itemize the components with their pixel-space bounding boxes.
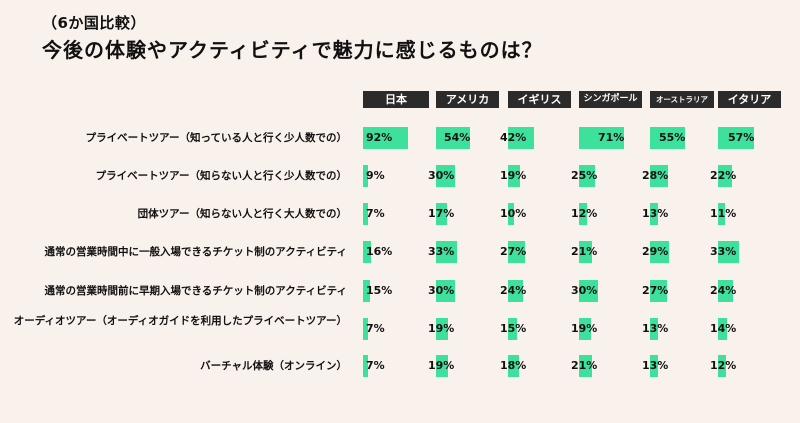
category-label-4: 通常の営業時間前に早期入場できるチケット制のアクティビティ <box>44 284 347 297</box>
bar-2-1 <box>508 165 520 187</box>
data-label-3-6: 21% <box>571 359 598 372</box>
bar-5-5 <box>718 318 727 340</box>
data-label-5-3: 33% <box>710 245 737 258</box>
data-label-5-2: 11% <box>710 207 737 220</box>
data-label-3-5: 19% <box>571 322 598 335</box>
bar-1-6 <box>436 355 448 377</box>
data-label-2-4: 24% <box>500 284 527 297</box>
bar-5-0 <box>718 127 754 149</box>
bar-1-4 <box>436 280 455 302</box>
bar-0-4 <box>363 280 370 302</box>
data-label-0-6: 7% <box>366 359 385 372</box>
data-label-2-0: 42% <box>500 131 527 144</box>
data-label-3-3: 21% <box>571 245 598 258</box>
bar-2-4 <box>508 280 523 302</box>
category-label-6: バーチャル体験（オンライン） <box>200 359 347 372</box>
bar-1-1 <box>436 165 455 187</box>
bar-5-3 <box>718 241 739 263</box>
bar-1-0 <box>436 127 470 149</box>
data-label-4-3: 29% <box>642 245 669 258</box>
data-label-3-1: 25% <box>571 169 598 182</box>
data-label-4-4: 27% <box>642 284 669 297</box>
column-header-2: イギリス <box>508 91 571 108</box>
data-label-5-4: 24% <box>710 284 737 297</box>
data-label-1-5: 19% <box>428 322 455 335</box>
bar-2-2 <box>508 203 514 225</box>
data-label-5-5: 14% <box>710 322 737 335</box>
chart-subtitle: （6か国比較） <box>42 14 146 32</box>
bar-3-4 <box>579 280 598 302</box>
data-label-5-0: 57% <box>728 131 755 144</box>
bar-4-0 <box>650 127 685 149</box>
data-label-1-0: 54% <box>444 131 471 144</box>
column-header-3: シンガポール <box>579 91 642 108</box>
bar-2-0 <box>508 127 534 149</box>
category-label-0: プライベートツアー（知っている人と行く少人数での） <box>85 131 347 144</box>
bar-3-5 <box>579 318 591 340</box>
data-label-1-3: 33% <box>428 245 455 258</box>
data-label-3-0: 71% <box>598 131 625 144</box>
data-label-2-3: 27% <box>500 245 527 258</box>
bar-0-1 <box>363 165 368 187</box>
data-label-3-2: 12% <box>571 207 598 220</box>
bar-4-6 <box>650 355 658 377</box>
data-label-2-1: 19% <box>500 169 527 182</box>
data-label-1-4: 30% <box>428 284 455 297</box>
column-header-4: オーストラリア <box>650 91 714 108</box>
category-label-3: 通常の営業時間中に一般入場できるチケット制のアクティビティ <box>44 245 347 258</box>
data-label-0-1: 9% <box>366 169 385 182</box>
bar-0-6 <box>363 355 368 377</box>
data-label-4-5: 13% <box>642 322 669 335</box>
data-label-3-4: 30% <box>571 284 598 297</box>
data-label-5-6: 12% <box>710 359 737 372</box>
bar-3-0 <box>579 127 624 149</box>
data-label-1-2: 17% <box>428 207 455 220</box>
data-label-1-1: 30% <box>428 169 455 182</box>
bar-3-1 <box>579 165 595 187</box>
column-header-0: 日本 <box>363 91 429 108</box>
data-label-0-3: 16% <box>366 245 393 258</box>
bar-3-2 <box>579 203 587 225</box>
column-header-5: イタリア <box>718 91 781 108</box>
data-label-0-5: 7% <box>366 322 385 335</box>
bar-0-3 <box>363 241 371 263</box>
bar-3-6 <box>579 355 592 377</box>
data-label-5-1: 22% <box>710 169 737 182</box>
data-label-4-6: 13% <box>642 359 669 372</box>
data-label-0-2: 7% <box>366 207 385 220</box>
data-label-2-5: 15% <box>500 322 527 335</box>
bar-5-4 <box>718 280 733 302</box>
data-label-2-2: 10% <box>500 207 527 220</box>
bar-5-1 <box>718 165 732 187</box>
category-label-2: 団体ツアー（知らない人と行く大人数での） <box>137 207 347 220</box>
bar-0-5 <box>363 318 368 340</box>
bar-2-6 <box>508 355 519 377</box>
column-header-1: アメリカ <box>436 91 499 108</box>
bar-1-2 <box>436 203 447 225</box>
bar-4-3 <box>650 241 669 263</box>
data-label-2-6: 18% <box>500 359 527 372</box>
bar-1-5 <box>436 318 448 340</box>
data-label-4-2: 13% <box>642 207 669 220</box>
bar-4-5 <box>650 318 658 340</box>
data-label-0-4: 15% <box>366 284 393 297</box>
bar-3-3 <box>579 241 592 263</box>
bar-1-3 <box>436 241 457 263</box>
bar-0-0 <box>363 127 408 149</box>
data-label-4-1: 28% <box>642 169 669 182</box>
bar-5-2 <box>718 203 725 225</box>
chart-title: 今後の体験やアクティビティで魅力に感じるものは？ <box>42 38 543 62</box>
data-label-4-0: 55% <box>659 131 686 144</box>
bar-0-2 <box>363 203 368 225</box>
bar-5-6 <box>718 355 726 377</box>
bar-4-2 <box>650 203 658 225</box>
data-label-1-6: 19% <box>428 359 455 372</box>
bar-4-4 <box>650 280 667 302</box>
bar-4-1 <box>650 165 668 187</box>
bar-2-3 <box>508 241 525 263</box>
bar-2-5 <box>508 318 517 340</box>
category-label-1: プライベートツアー（知らない人と行く少人数での） <box>95 169 347 182</box>
category-label-5: オーディオツアー（オーディオガイドを利用したプライベートツアー） <box>13 315 347 327</box>
data-label-0-0: 92% <box>366 131 393 144</box>
